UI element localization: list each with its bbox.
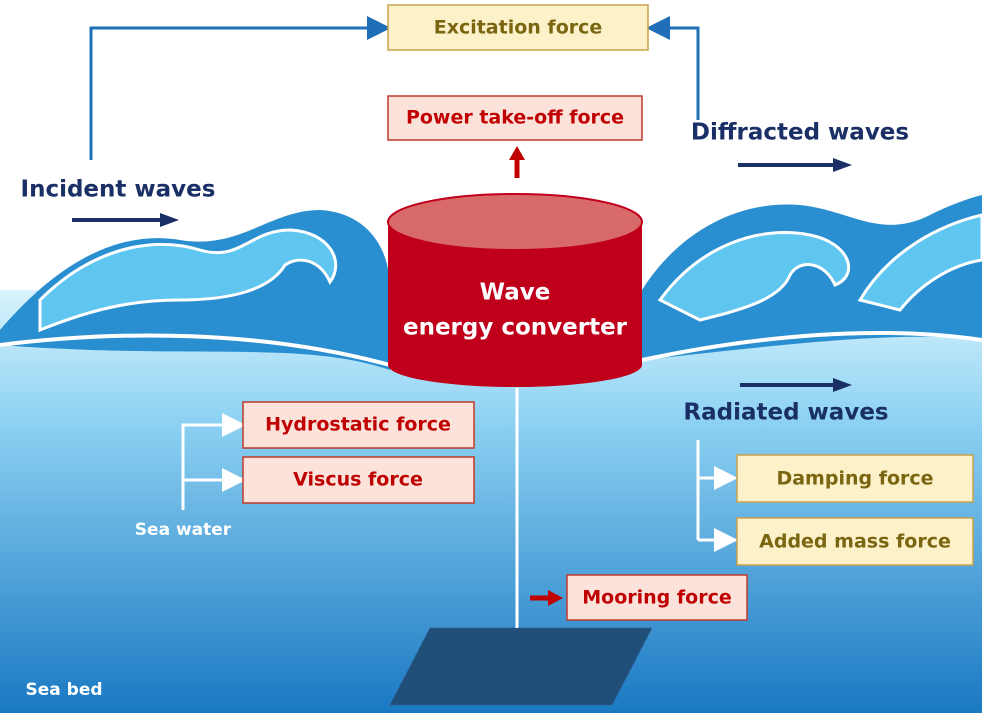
arrow-head xyxy=(160,213,179,227)
label: Damping force xyxy=(776,468,933,490)
box xyxy=(736,517,974,566)
arrow xyxy=(89,16,391,160)
label: Added mass force xyxy=(759,531,951,553)
arrow-head xyxy=(833,158,852,172)
box xyxy=(387,95,643,141)
label: Hydrostatic force xyxy=(265,414,451,436)
label: Sea bed xyxy=(25,680,102,700)
label: Incident waves xyxy=(21,177,216,203)
box xyxy=(242,401,475,449)
label: Mooring force xyxy=(582,587,731,609)
label: Viscus force xyxy=(293,469,423,491)
label: Power take-off force xyxy=(406,107,624,129)
label: Wave xyxy=(480,280,551,306)
seabed-anchor xyxy=(389,627,653,706)
label: Sea water xyxy=(135,520,232,540)
box xyxy=(242,456,475,504)
right-wave xyxy=(641,195,982,362)
arrow-head xyxy=(833,378,852,392)
box xyxy=(387,4,649,51)
left-wave xyxy=(0,210,391,370)
converter xyxy=(387,193,643,387)
label: Radiated waves xyxy=(683,400,888,426)
box xyxy=(566,574,748,621)
label: Excitation force xyxy=(434,17,603,39)
arrow xyxy=(646,16,700,120)
label: energy converter xyxy=(403,315,628,341)
box xyxy=(736,454,974,503)
arrow-head xyxy=(548,590,563,606)
label: Diffracted waves xyxy=(691,120,909,146)
arrow-head xyxy=(509,146,525,160)
